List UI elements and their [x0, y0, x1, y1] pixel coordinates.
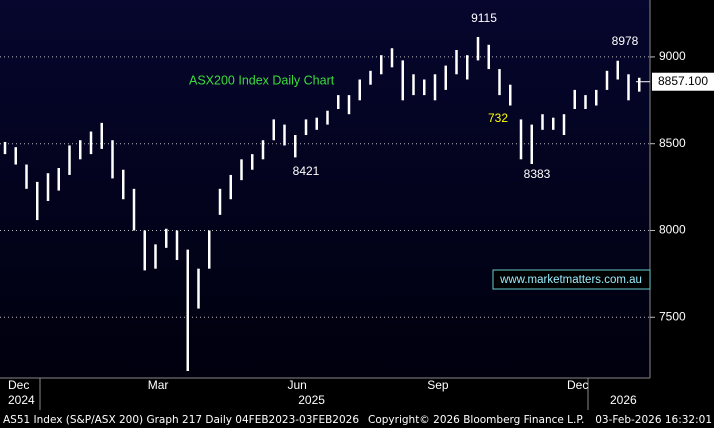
y-tick-label: 9000 [659, 49, 686, 63]
x-tick-label: Dec [8, 378, 29, 392]
last-price-box [652, 72, 714, 91]
x-tick-label: Sep [427, 378, 449, 392]
last-price-label: 8857.100 [658, 74, 708, 88]
chart-title: ASX200 Index Daily Chart [189, 73, 335, 87]
website: www.marketmatters.com.au [499, 274, 642, 286]
annotation: 732 [488, 111, 508, 125]
annotation: 9115 [471, 11, 497, 25]
annotation: 8383 [524, 167, 551, 181]
x-tick-label: Dec [567, 378, 588, 392]
x-tick-label: Jun [288, 378, 307, 392]
footer-right: 03-Feb-2026 16:32:01 [595, 414, 712, 426]
y-tick-label: 8500 [659, 136, 686, 150]
x-year-label: 2024 [8, 393, 35, 407]
x-year-label: 2025 [298, 393, 325, 407]
footer-middle: Copyright© 2026 Bloomberg Finance L.P. [368, 414, 584, 426]
annotation: 8978 [612, 34, 639, 48]
y-tick-label: 7500 [659, 309, 686, 323]
y-tick-label: 8000 [659, 223, 686, 237]
footer-left: AS51 Index (S&P/ASX 200) Graph 217 Daily… [3, 414, 359, 426]
x-tick-label: Mar [148, 378, 169, 392]
website-box [492, 269, 651, 290]
annotation: 8421 [293, 164, 320, 178]
x-year-label: 2026 [610, 393, 637, 407]
plot-area [0, 0, 650, 378]
